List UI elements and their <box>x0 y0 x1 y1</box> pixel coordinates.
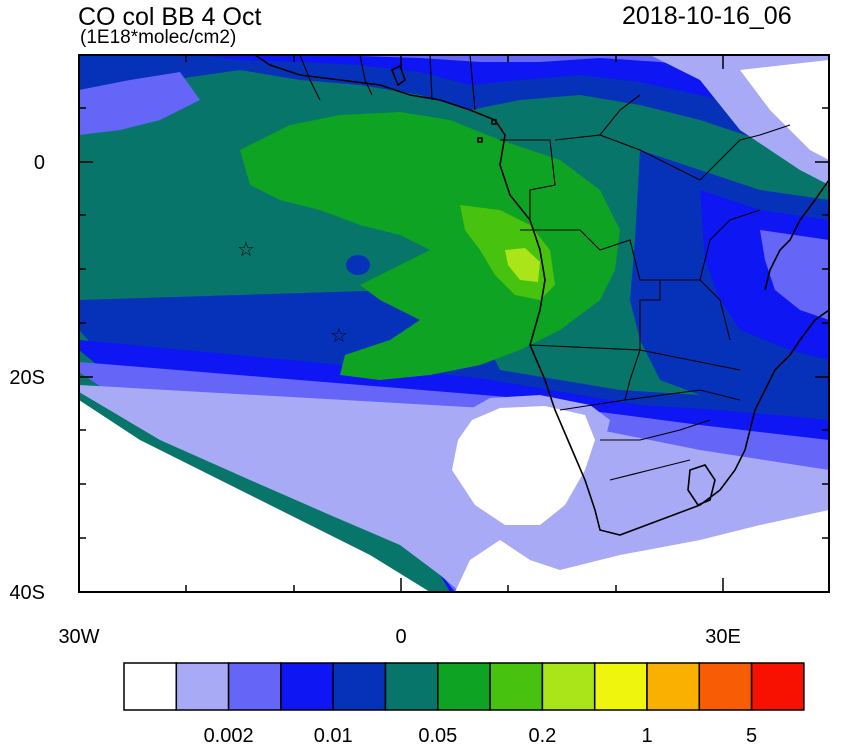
clean-region-south <box>79 400 430 592</box>
country-borders <box>299 55 791 481</box>
island-3 <box>491 119 497 125</box>
colorbar-label: 1 <box>641 725 652 747</box>
colorbar-label: 0.002 <box>204 725 254 747</box>
colorbar-swatch <box>489 662 544 711</box>
clean-air-wedge-core <box>452 406 595 525</box>
x-tick-label: 0 <box>395 626 406 648</box>
east-band-blue <box>700 190 829 360</box>
plume-edge-north-blue <box>200 55 829 120</box>
colorbar-swatch <box>437 662 491 711</box>
colorbar-swatch <box>541 662 596 711</box>
ocean-blob <box>346 255 370 275</box>
northwest-light <box>79 72 200 135</box>
x-tick-label: 30E <box>705 626 741 648</box>
colorbar-swatch <box>384 662 439 711</box>
colorbar-swatch <box>280 662 334 711</box>
island-1 <box>390 64 406 87</box>
island-2 <box>477 137 483 143</box>
plume-core <box>505 248 540 282</box>
colorbar-label: 0.05 <box>418 725 457 747</box>
colorbar-label: 5 <box>746 725 757 747</box>
west-africa-coast <box>254 55 829 536</box>
colorbar-label: 0.2 <box>528 725 556 747</box>
clean-region-southern-ocean <box>455 510 829 592</box>
axis-ticks <box>78 54 830 593</box>
y-tick-label: 20S <box>9 367 45 389</box>
station-markers: ☆ ☆ <box>237 239 348 347</box>
map-title: CO col BB 4 Oct <box>78 3 262 31</box>
map-timestamp: 2018-10-16_06 <box>622 2 792 30</box>
station-star: ☆ <box>237 239 255 261</box>
y-tick-label: 40S <box>9 582 45 604</box>
x-tick-label: 30W <box>58 626 99 648</box>
colorbar-label: 0.01 <box>314 725 353 747</box>
colorbar-swatch <box>646 662 701 711</box>
plume-green <box>240 112 620 380</box>
colorbar-swatch <box>593 662 648 711</box>
map-units: (1E18*molec/cm2) <box>80 27 237 48</box>
colorbar-swatch <box>123 662 178 711</box>
colorbar-swatch <box>698 662 753 711</box>
colorbar: 0.002 0.01 0.05 0.2 1 5 <box>123 662 805 747</box>
colorbar-swatch <box>227 662 282 711</box>
madagascar <box>687 464 716 506</box>
colorbar-swatch <box>175 662 230 711</box>
coastlines <box>254 55 829 536</box>
map-plot-area <box>79 55 829 592</box>
east-band-light <box>760 230 829 320</box>
station-star: ☆ <box>330 325 348 347</box>
colorbar-swatch <box>750 662 805 711</box>
east-africa-coast <box>764 179 829 291</box>
y-tick-label: 0 <box>34 152 45 174</box>
northeast-clean <box>740 60 829 160</box>
colorbar-swatch <box>332 662 387 711</box>
